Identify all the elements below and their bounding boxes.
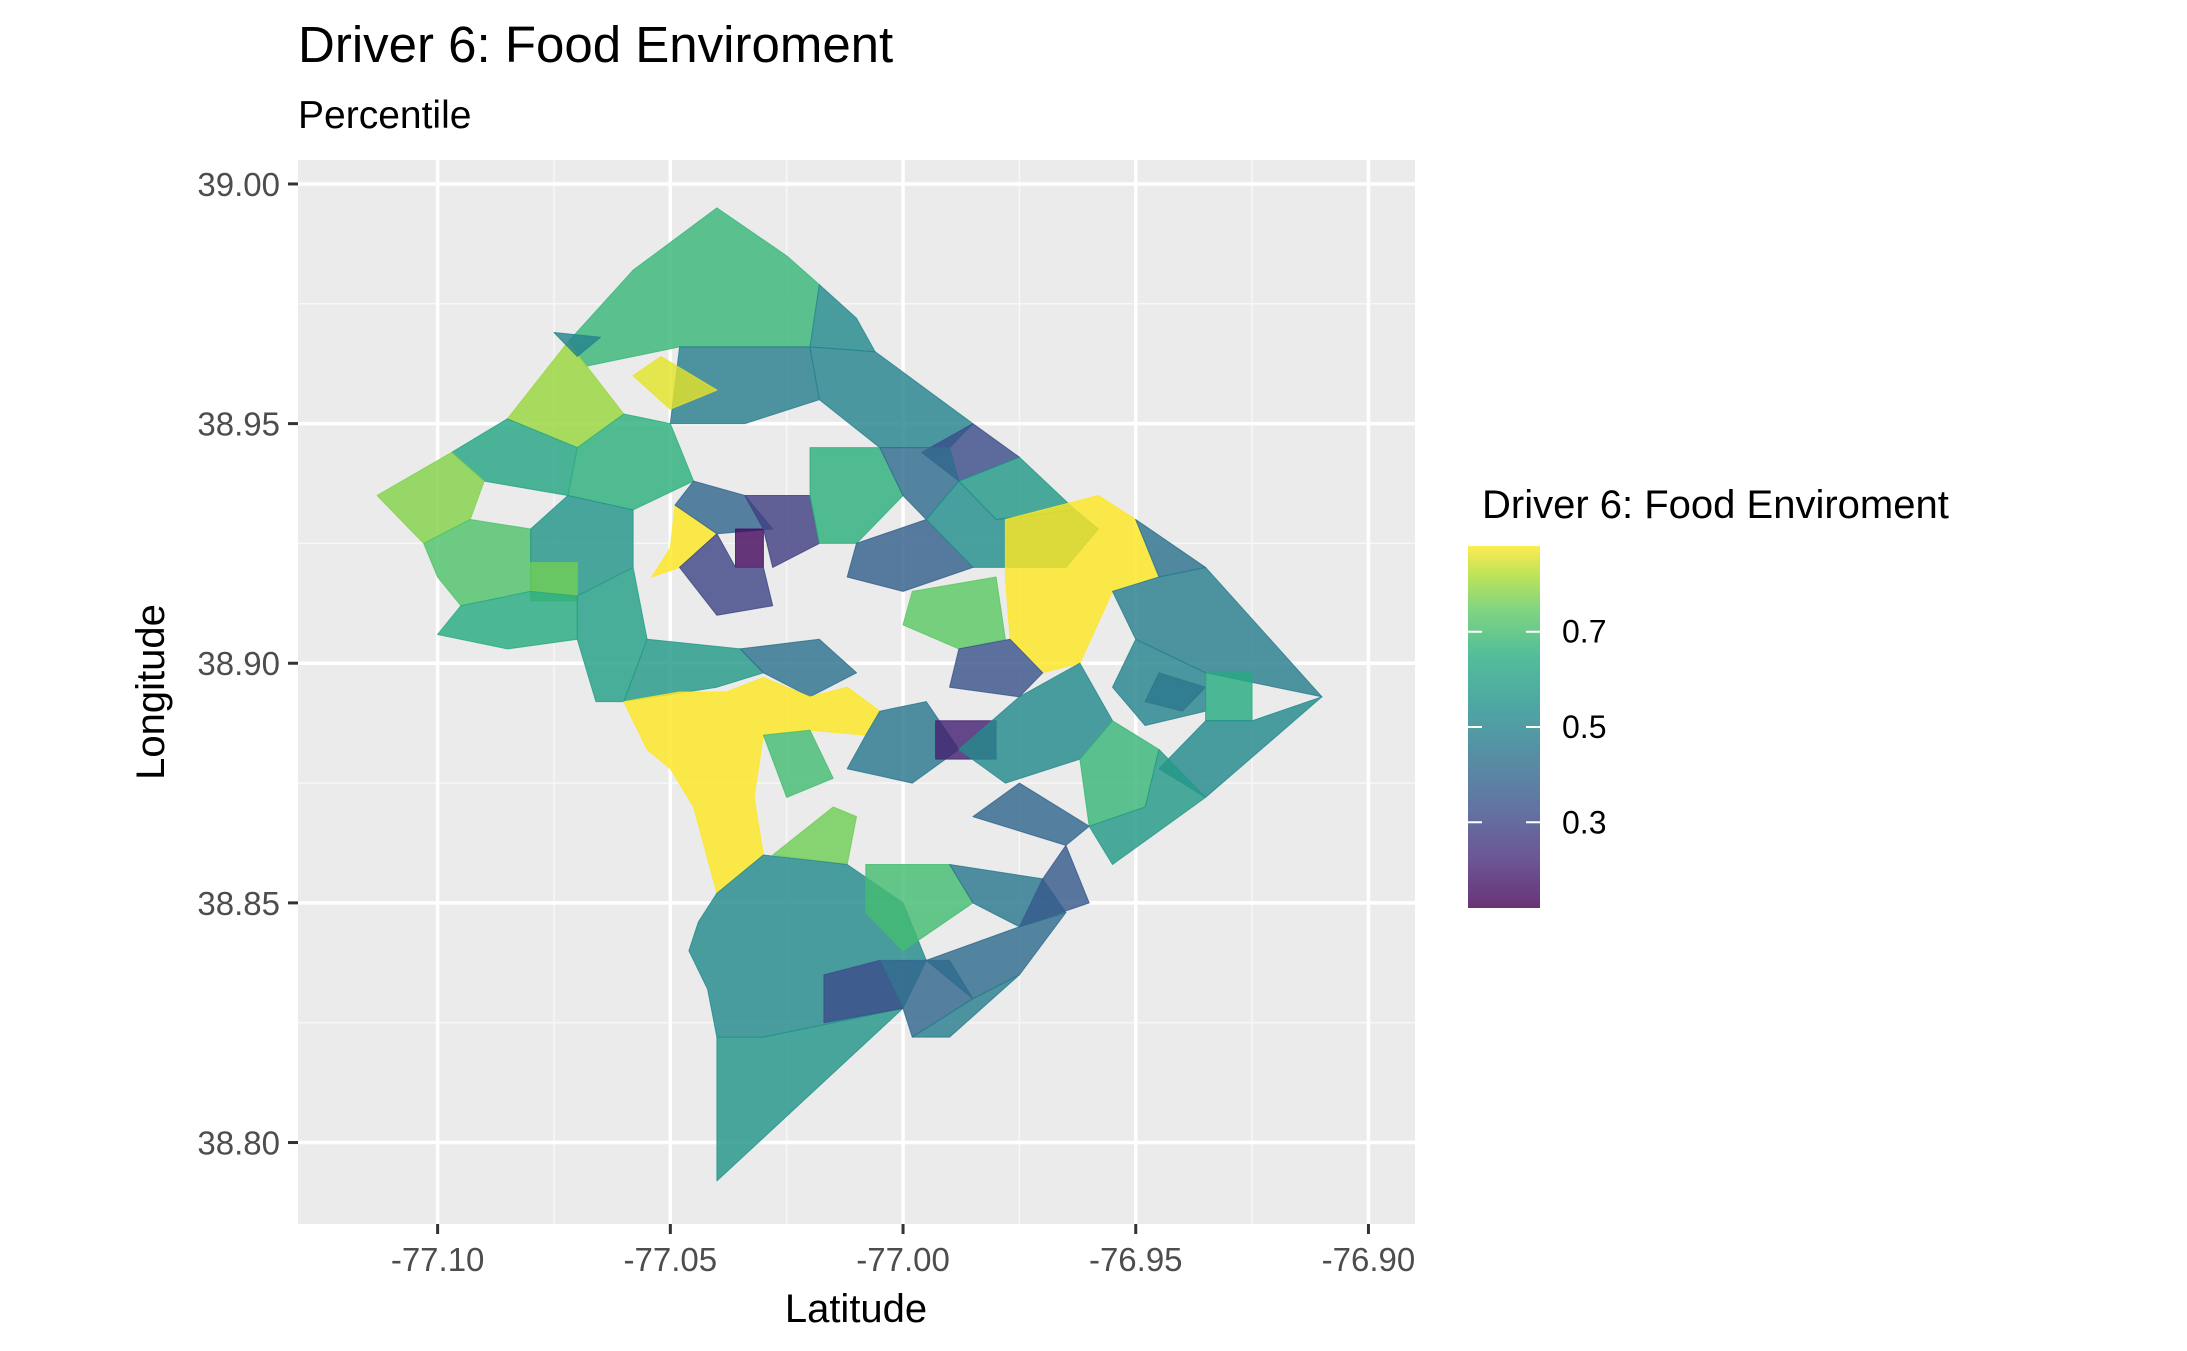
map-region (739, 638, 857, 698)
y-axis-title: Longitude (129, 604, 173, 780)
map-region (972, 782, 1090, 846)
map-region (1205, 672, 1253, 722)
legend-label: 0.3 (1562, 804, 1606, 840)
legend-label: 0.5 (1562, 709, 1606, 745)
y-tick-label: 38.90 (197, 645, 280, 682)
map-region (1112, 638, 1207, 726)
map-region (1088, 749, 1207, 865)
map-region (553, 332, 601, 357)
map-region (744, 495, 820, 568)
map-region (762, 729, 834, 798)
map-region (902, 576, 1006, 650)
x-tick-label: -77.10 (391, 1241, 485, 1278)
map-region (949, 638, 1044, 698)
map-region (735, 528, 764, 568)
map-region (865, 864, 974, 952)
x-tick-label: -77.00 (856, 1241, 950, 1278)
y-tick-label: 38.85 (197, 885, 280, 922)
legend-title: Driver 6: Food Enviroment (1482, 483, 1949, 527)
map-region (451, 418, 578, 496)
chart-title: Driver 6: Food Enviroment (298, 16, 893, 73)
y-tick-label: 39.00 (197, 166, 280, 203)
x-tick-label: -76.90 (1322, 1241, 1416, 1278)
legend-ticks: 0.7 0.5 0.3 (1468, 614, 1606, 840)
y-tick-label: 38.95 (197, 406, 280, 443)
map-region (623, 638, 764, 703)
map-region (632, 356, 718, 410)
map-region (669, 346, 820, 425)
y-tick-label: 38.80 (197, 1125, 280, 1162)
map-region (846, 519, 974, 592)
x-axis-ticks: -77.10 -77.05 -77.00 -76.95 -76.90 (391, 1224, 1415, 1278)
x-axis-title: Latitude (785, 1287, 927, 1331)
map-region (679, 533, 774, 616)
map-region (911, 974, 1020, 1038)
x-tick-label: -76.95 (1089, 1241, 1183, 1278)
legend-label: 0.7 (1562, 614, 1606, 650)
x-tick-label: -77.05 (624, 1241, 718, 1278)
map-regions (376, 207, 1323, 1182)
y-axis-ticks: 38.80 38.85 38.90 38.95 39.00 (197, 166, 298, 1162)
chart-subtitle: Percentile (298, 94, 471, 137)
